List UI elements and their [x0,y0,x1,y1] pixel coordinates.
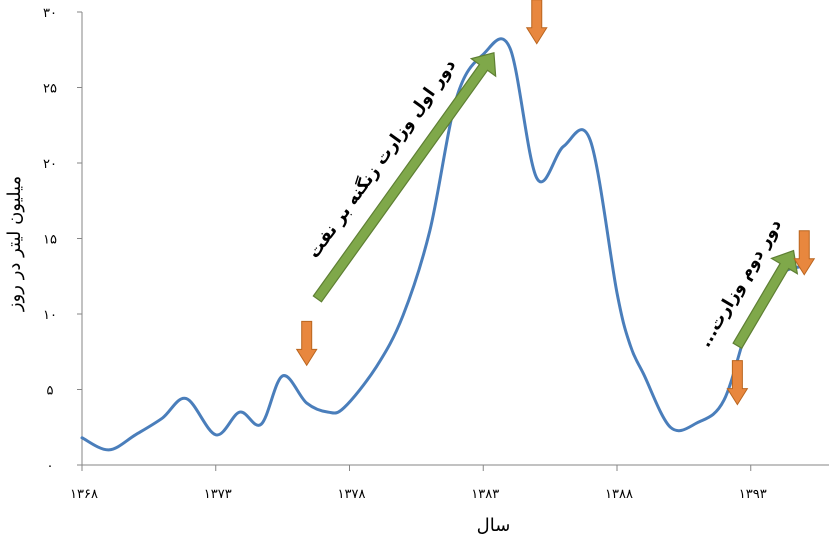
down-arrow-marker [793,230,816,276]
y-tick-label: ۲۵ [43,82,57,97]
annotation-label: دور اول وزارت زنگنه بر نفت [303,55,460,262]
down-arrow-marker [726,360,749,406]
x-tick-label: ۱۳۷۸ [338,487,366,502]
down-arrow-marker [295,320,318,367]
y-ticks: ۰ ۵ ۱۰ ۱۵ ۲۰ ۲۵ ۳۰ [43,6,82,474]
y-tick-label: ۰ [47,459,54,474]
y-tick-label: ۳۰ [43,6,57,21]
x-axis-title: سال [477,515,511,536]
trend-arrow-shape [732,249,799,350]
x-tick-label: ۱۳۷۳ [204,487,232,502]
trend-arrow-shape [312,52,497,303]
chart-axes [81,12,829,466]
x-tick-label: ۱۳۸۳ [471,487,499,502]
down-arrow-marker [525,0,548,45]
trend-arrow: دور اول وزارت زنگنه بر نفت [303,52,497,303]
y-tick-label: ۲۰ [43,157,57,172]
series-line [80,37,806,452]
trend-arrow: دور دوم وزارت... [695,216,799,351]
markers [295,0,816,406]
y-tick-label: ۱۰ [43,308,57,323]
annotations: دور اول وزارت زنگنه بر نفت دور دوم وزارت.… [303,52,799,351]
y-tick-label: ۱۵ [43,233,57,248]
y-tick-label: ۵ [47,384,54,399]
x-ticks: ۱۳۶۸ ۱۳۷۳ ۱۳۷۸ ۱۳۸۳ ۱۳۸۸ ۱۳۹۳ [70,465,767,502]
y-axis-title: میلیون لیتر در روز [4,176,25,312]
x-tick-label: ۱۳۸۸ [605,487,633,502]
x-tick-label: ۱۳۶۸ [70,487,98,502]
x-tick-label: ۱۳۹۳ [739,487,767,502]
